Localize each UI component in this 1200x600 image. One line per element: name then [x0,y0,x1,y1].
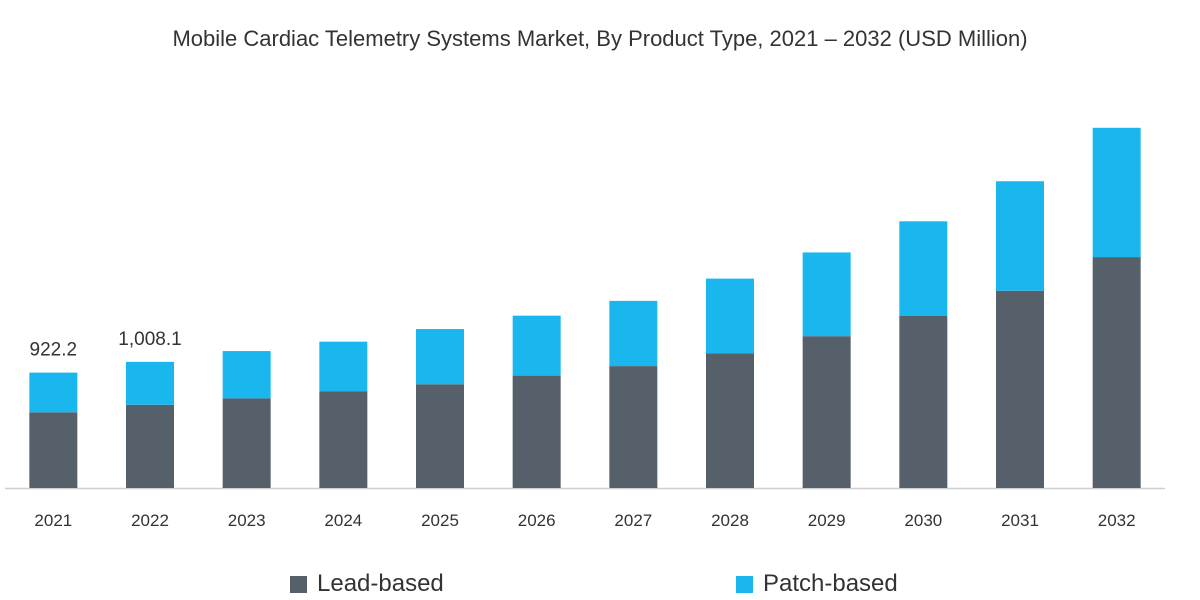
bar-patch-based-2021[interactable] [29,372,78,413]
data-label-2022: 1,008.1 [118,329,181,350]
x-tick-label-2023: 2023 [228,511,266,530]
chart-title: Mobile Cardiac Telemetry Systems Market,… [172,26,1028,51]
x-tick-label-2029: 2029 [808,511,846,530]
x-tick-label-2031: 2031 [1001,511,1039,530]
legend-item-patch-based[interactable]: Patch-based [736,570,898,598]
bar-lead-based-2025[interactable] [416,384,464,488]
bar-patch-based-2031[interactable] [996,181,1044,291]
bar-patch-based-2023[interactable] [222,351,271,399]
bar-lead-based-2026[interactable] [512,375,561,488]
bar-patch-based-2032[interactable] [1092,127,1141,258]
chart-plot-area: 2021 2022 2023 2024 2025 2026 2027 2028 2029 2030… [5,127,1165,530]
x-tick-label-2021: 2021 [34,511,72,530]
bar-lead-based-2027[interactable] [609,366,658,488]
bar-patch-based-2028[interactable] [706,278,754,354]
x-tick-label-2032: 2032 [1098,511,1136,530]
x-tick-label-2030: 2030 [904,511,942,530]
bar-patch-based-2024[interactable] [319,341,368,392]
x-tick-label-2027: 2027 [614,511,652,530]
data-label-2021: 922.2 [30,340,78,361]
bar-lead-based-2029[interactable] [802,336,851,488]
bar-lead-based-2022[interactable] [126,404,174,488]
bar-lead-based-2024[interactable] [319,391,368,488]
x-tick-label-2026: 2026 [518,511,556,530]
legend-swatch-patch-based [736,575,753,593]
legend-item-lead-based[interactable]: Lead-based [290,570,444,598]
bar-lead-based-2032[interactable] [1092,257,1141,488]
legend: Lead-based Patch-based [0,570,1200,600]
bar-lead-based-2021[interactable] [29,412,78,488]
bar-lead-based-2031[interactable] [996,290,1044,488]
bar-patch-based-2026[interactable] [512,315,561,376]
bar-patch-based-2027[interactable] [609,300,658,367]
legend-label-patch-based: Patch-based [763,570,898,597]
bar-lead-based-2023[interactable] [222,398,271,488]
legend-label-lead-based: Lead-based [317,570,444,597]
x-tick-label-2028: 2028 [711,511,749,530]
bar-lead-based-2028[interactable] [706,353,754,488]
legend-swatch-lead-based [290,575,307,593]
x-tick-label-2022: 2022 [131,511,169,530]
x-tick-label-2025: 2025 [421,511,459,530]
bar-patch-based-2022[interactable] [126,361,174,405]
bar-patch-based-2025[interactable] [416,329,464,385]
bar-patch-based-2029[interactable] [802,252,851,337]
bar-patch-based-2030[interactable] [899,221,948,316]
bar-lead-based-2030[interactable] [899,315,948,488]
x-tick-label-2024: 2024 [324,511,362,530]
